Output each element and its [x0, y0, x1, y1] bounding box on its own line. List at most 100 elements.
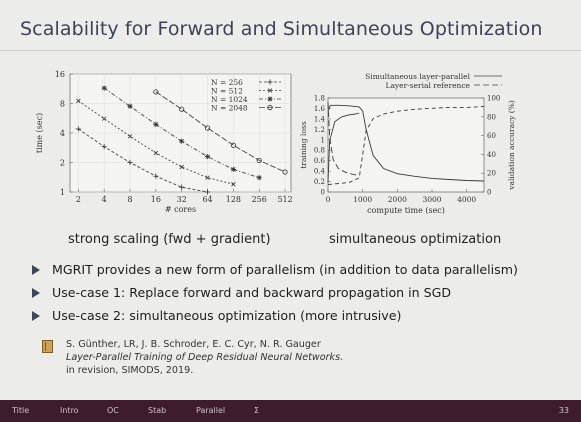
right-figure-caption: simultaneous optimization — [329, 232, 502, 247]
legend-label: N = 2048 — [211, 104, 248, 113]
strong-scaling-chart: 2 4 8 16 32 64 128 256 512 1 2 4 8 16 # cores time (sec… — [26, 62, 301, 227]
y-tick-label: 2 — [60, 159, 65, 168]
data-point — [153, 150, 159, 156]
page-number: 33 — [558, 406, 569, 415]
bullet-text: Use-case 1: Replace forward and backward… — [52, 285, 452, 300]
nav-link-parallel[interactable]: Parallel — [196, 406, 226, 415]
data-point — [179, 164, 184, 170]
x-tick-label: 128 — [226, 195, 241, 204]
y-axis-label: training loss — [299, 121, 308, 168]
data-point — [179, 106, 185, 112]
y-tick-label: 16 — [55, 70, 65, 79]
nav-link-oc[interactable]: OC — [107, 406, 119, 415]
y-right-tick-label: 40 — [487, 151, 496, 159]
data-point — [127, 159, 133, 166]
x-tick-label: 2 — [76, 195, 81, 204]
left-figure-caption: strong scaling (fwd + gradient) — [68, 232, 271, 247]
x-tick-label: 0 — [326, 195, 331, 204]
bullet-list: MGRIT provides a new form of parallelism… — [32, 262, 572, 331]
series-line — [78, 128, 208, 193]
x-tick-label: 3000 — [422, 195, 441, 204]
data-point — [76, 98, 81, 104]
x-tick-label: 64 — [202, 195, 212, 204]
y-tick-label: 1.2 — [314, 126, 325, 134]
data-point — [282, 169, 288, 175]
nav-link-title[interactable]: Title — [12, 406, 30, 415]
legend-marker — [267, 104, 273, 111]
data-point — [127, 103, 133, 109]
x-tick-label: 16 — [151, 195, 161, 204]
y-tick-label: 1.8 — [314, 95, 325, 103]
simultaneous-optimization-chart: 0 1000 2000 3000 4000 0 0.2 0.4 0.6 0.8 1 1.2 1.4 1.6… — [298, 62, 538, 227]
y-right-axis-label: validation accuracy (%) — [507, 100, 516, 191]
data-point — [179, 184, 185, 190]
y-right-tick-label: 100 — [487, 95, 500, 103]
y-right-tick-label: 20 — [487, 170, 496, 178]
bullet-triangle-icon — [32, 311, 40, 321]
y-right-tick-label: 0 — [487, 189, 491, 197]
x-tick-label: 1000 — [353, 195, 372, 204]
nav-link-stab[interactable]: Stab — [148, 406, 167, 415]
legend-marker — [267, 79, 273, 85]
data-point — [153, 121, 159, 127]
reference-title: Layer-Parallel Training of Deep Residual… — [66, 352, 344, 363]
bullet-item: MGRIT provides a new form of parallelism… — [32, 262, 572, 285]
reference-authors: S. Günther, LR, J. B. Schroder, E. C. Cy… — [66, 339, 321, 350]
data-point — [101, 85, 107, 91]
x-tick-label: 32 — [177, 195, 187, 204]
bullet-triangle-icon — [32, 265, 40, 275]
data-point — [231, 182, 236, 187]
series-line — [327, 106, 485, 185]
data-point — [75, 126, 81, 132]
y-axis-label: time (sec) — [35, 113, 44, 153]
legend-label: Simultaneous layer-parallel — [365, 72, 470, 81]
y-tick-label: 4 — [60, 129, 65, 138]
x-axis-label: # cores — [165, 205, 196, 214]
y-tick-label: 1.6 — [314, 105, 326, 113]
series-line — [155, 91, 286, 173]
y-tick-label: 1.4 — [314, 115, 326, 123]
y-right-tick-label: 80 — [487, 113, 496, 121]
x-tick-label: 8 — [127, 195, 132, 204]
x-axis-label: compute time (sec) — [367, 206, 445, 215]
legend-marker — [267, 96, 273, 102]
data-point — [204, 125, 211, 131]
y-tick-label: 0.4 — [314, 168, 326, 176]
y-tick-label: 0.8 — [314, 147, 325, 155]
reference-venue: in revision, SIMODS, 2019. — [66, 365, 194, 376]
y-tick-label: 0.6 — [314, 157, 326, 165]
data-point — [230, 142, 236, 148]
data-point — [204, 189, 211, 195]
bullet-triangle-icon — [32, 288, 40, 298]
legend-label: N = 256 — [211, 78, 243, 87]
bullet-text: MGRIT provides a new form of parallelism… — [52, 262, 518, 277]
data-point — [256, 175, 262, 181]
legend-label: N = 512 — [211, 87, 243, 96]
y-tick-label: 8 — [60, 100, 65, 109]
data-point — [127, 134, 133, 139]
legend-label: Layer-serial reference — [385, 81, 470, 90]
y-tick-label: 0.2 — [314, 178, 325, 186]
bullet-item: Use-case 2: simultaneous optimization (m… — [32, 308, 572, 331]
legend-marker — [267, 88, 273, 93]
footer-navigation-bar: Title Intro OC Stab Parallel Σ 33 — [0, 400, 581, 422]
nav-link-summary[interactable]: Σ — [254, 406, 260, 415]
slide-title: Scalability for Forward and Simultaneous… — [20, 18, 543, 40]
y-tick-label: 0 — [321, 189, 325, 197]
x-tick-label: 512 — [277, 195, 292, 204]
data-point — [204, 153, 211, 160]
data-point — [256, 157, 262, 164]
x-tick-label: 4000 — [457, 195, 476, 204]
x-tick-label: 256 — [252, 195, 267, 204]
data-point — [101, 144, 107, 150]
title-divider — [0, 50, 581, 51]
series-line — [327, 112, 360, 183]
data-point — [205, 175, 210, 180]
series-line — [327, 104, 485, 182]
data-point — [153, 89, 159, 95]
book-icon — [42, 340, 53, 353]
nav-link-intro[interactable]: Intro — [60, 406, 79, 415]
bullet-text: Use-case 2: simultaneous optimization (m… — [52, 308, 402, 323]
data-point — [179, 138, 185, 144]
